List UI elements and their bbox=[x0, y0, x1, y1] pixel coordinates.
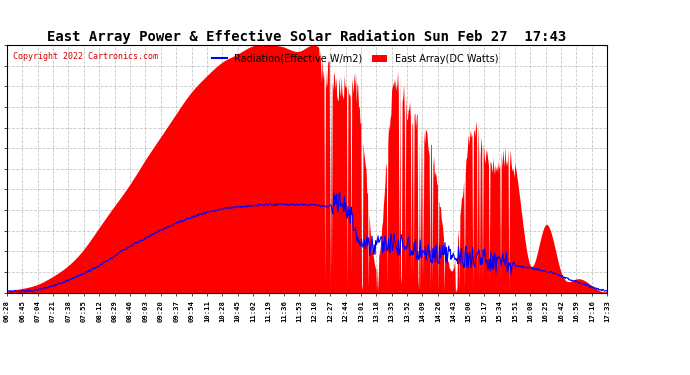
Title: East Array Power & Effective Solar Radiation Sun Feb 27  17:43: East Array Power & Effective Solar Radia… bbox=[48, 30, 566, 44]
Text: Copyright 2022 Cartronics.com: Copyright 2022 Cartronics.com bbox=[13, 53, 158, 62]
Legend: Radiation(Effective W/m2), East Array(DC Watts): Radiation(Effective W/m2), East Array(DC… bbox=[208, 50, 502, 68]
